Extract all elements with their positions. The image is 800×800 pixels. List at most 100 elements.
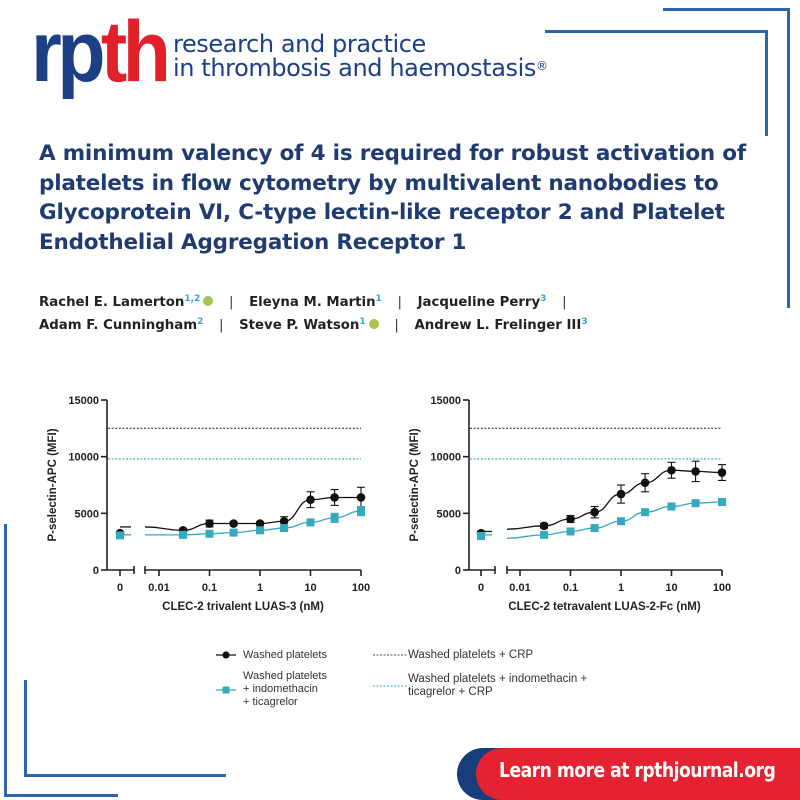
data-point — [617, 517, 625, 526]
separator: | — [218, 318, 224, 333]
y-axis-label: P-selectin-APC (MFI) — [409, 428, 421, 541]
author-name: Jacqueline Perry — [417, 295, 541, 310]
data-point — [616, 489, 626, 499]
x-tick-label: 0.1 — [202, 582, 217, 594]
data-point — [540, 530, 549, 539]
y-tick-label: 5000 — [75, 508, 99, 520]
author-name: Andrew L. Frelinger III — [414, 318, 582, 333]
x-tick-label: 0 — [117, 582, 123, 594]
y-tick-label: 5000 — [437, 508, 461, 520]
legend-line-crp — [373, 654, 407, 656]
data-point — [667, 465, 676, 475]
data-point — [566, 527, 575, 536]
data-point — [691, 467, 700, 476]
separator: | — [394, 318, 399, 333]
legend-marker-inhibited — [216, 686, 236, 694]
corner-line-top-inner-h — [545, 30, 768, 33]
corner-line-top-inner-v — [765, 30, 768, 136]
rpth-logo: rpth — [31, 2, 171, 102]
cta-banner[interactable] — [476, 748, 800, 800]
data-point — [566, 514, 575, 524]
x-tick-label: 100 — [352, 582, 370, 594]
title-line: Glycoprotein VI, C-type lectin-like rece… — [39, 200, 725, 225]
corner-line-bottom-inner-v — [24, 680, 27, 777]
legend-label-washed: Washed platelets — [243, 649, 327, 661]
x-tick-label: 1 — [618, 582, 624, 594]
x-axis-label: CLEC-2 trivalent LUAS-3 (nM) — [162, 601, 324, 613]
data-point — [229, 519, 238, 528]
article-title: A minimum valency of 4 is required for r… — [39, 139, 759, 257]
data-point — [116, 531, 124, 540]
x-axis-label: CLEC-2 tetravalent LUAS-2-Fc (nM) — [508, 601, 700, 613]
data-point — [718, 498, 726, 506]
chart-left: 0 5000 10000 15000 0 0.01 0.1 1 10 100 CLEC-2 triv… — [47, 395, 370, 613]
cta-link[interactable]: Learn more at rpthjournal.org — [499, 758, 776, 782]
orcid-icon[interactable] — [203, 296, 214, 306]
x-tick-label: 0 — [478, 582, 484, 594]
data-point — [717, 468, 727, 477]
corner-line-bottom-outer-h — [4, 794, 118, 797]
data-point — [280, 524, 289, 533]
x-tick-label: 0.01 — [148, 582, 169, 594]
affiliation: 1 — [359, 317, 366, 327]
affiliation: 3 — [581, 317, 588, 327]
legend-label-crp: Washed platelets + CRP — [408, 649, 534, 661]
registered-mark: ® — [535, 59, 548, 73]
fit-curve — [506, 501, 723, 539]
y-tick-label: 0 — [93, 565, 99, 577]
y-tick-label: 15000 — [430, 395, 461, 407]
separator: | — [562, 295, 567, 310]
data-point — [330, 513, 339, 522]
x-tick-label: 0.01 — [509, 582, 530, 594]
data-point — [357, 507, 365, 516]
author-row-2: Adam F. Cunningham2 | Steve P. Watson1 |… — [39, 314, 588, 337]
data-point — [667, 502, 676, 511]
x-tick-label: 0.1 — [563, 582, 578, 594]
author-name: Steve P. Watson — [239, 318, 360, 333]
corner-line-top-outer-v — [787, 8, 790, 308]
legend-label-inhibited: Washed platelets + indomethacin + ticagr… — [243, 670, 327, 708]
legend-marker-washed — [216, 651, 236, 659]
fit-curve — [506, 469, 723, 530]
x-tick-label: 10 — [665, 582, 677, 594]
data-point — [356, 493, 366, 502]
separator: | — [397, 295, 402, 310]
data-point — [641, 508, 650, 517]
data-point — [590, 507, 599, 517]
data-point — [640, 478, 650, 488]
x-tick-label: 100 — [713, 582, 731, 594]
data-point — [539, 521, 549, 531]
author-list: Rachel E. Lamerton1,2 | Eleyna M. Martin… — [39, 291, 588, 337]
data-point — [205, 529, 214, 538]
data-point — [477, 532, 485, 540]
fit-curve — [144, 496, 361, 531]
orcid-icon[interactable] — [368, 319, 379, 329]
legend-label-inhibited-crp: Washed platelets + indomethacin + ticagr… — [408, 673, 588, 698]
author-name: Adam F. Cunningham — [39, 318, 198, 333]
author-name: Rachel E. Lamerton — [39, 295, 185, 310]
affiliation: 1,2 — [184, 294, 201, 304]
corner-line-bottom-outer-v — [4, 524, 7, 797]
data-point — [330, 493, 339, 502]
affiliation: 1 — [375, 294, 382, 304]
author-row-1: Rachel E. Lamerton1,2 | Eleyna M. Martin… — [39, 291, 588, 314]
y-tick-label: 10000 — [430, 452, 461, 464]
y-axis-label: P-selectin-APC (MFI) — [47, 428, 59, 541]
corner-line-top-outer-h — [663, 8, 790, 11]
data-point — [205, 519, 214, 528]
chart-right: 0 5000 10000 15000 0 0.01 0.1 1 10 100 CLEC-2 tetr… — [409, 395, 731, 613]
author-name: Eleyna M. Martin — [249, 295, 376, 310]
data-point — [255, 519, 265, 528]
logo-rp: rp — [31, 4, 106, 100]
separator: | — [228, 295, 234, 310]
affiliation: 2 — [197, 317, 204, 327]
logo-th: th — [100, 4, 171, 100]
data-point — [691, 499, 700, 508]
title-line: Endothelial Aggregation Receptor 1 — [39, 229, 467, 255]
journal-name-line2: in thrombosis and haemostasis® — [173, 54, 548, 82]
title-line: platelets in flow cytometry by multivale… — [39, 170, 719, 196]
data-point — [590, 524, 599, 533]
data-point — [256, 526, 264, 535]
corner-line-bottom-inner-h — [24, 774, 226, 777]
y-tick-label: 10000 — [68, 452, 99, 464]
